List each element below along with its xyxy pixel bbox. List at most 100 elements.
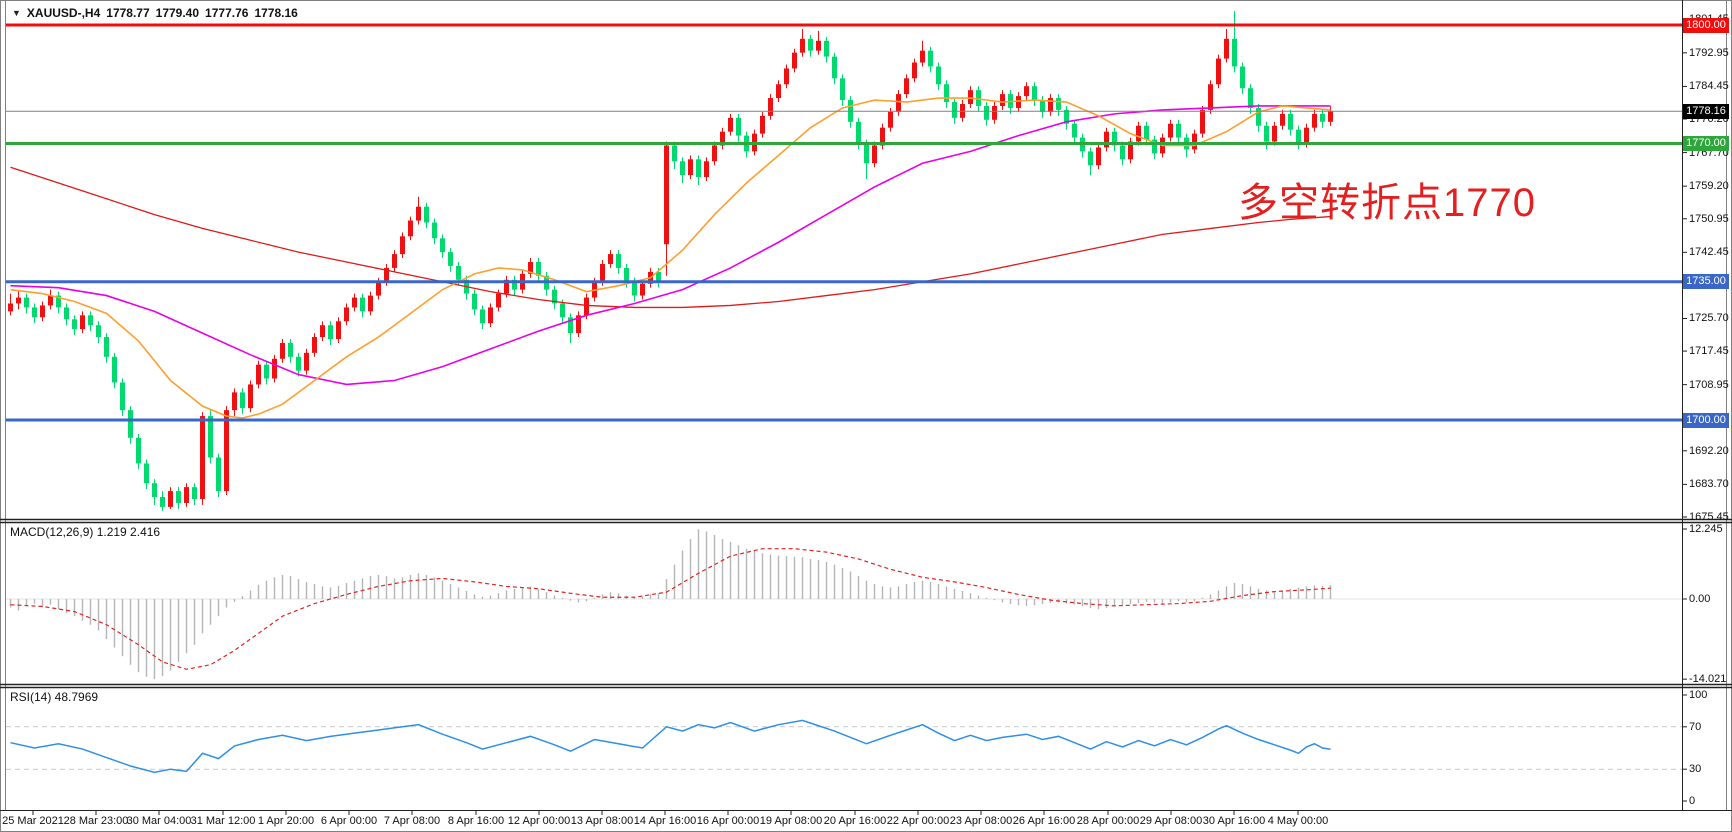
candle-body bbox=[1016, 96, 1021, 108]
time-label: 16 Apr 00:00 bbox=[696, 815, 760, 827]
candle-body bbox=[1000, 94, 1005, 106]
macd-label: MACD(12,26,9) 1.219 2.416 bbox=[10, 525, 161, 539]
time-label: 28 Mar 23:00 bbox=[63, 815, 129, 827]
candle-body bbox=[880, 127, 885, 146]
candle-body bbox=[360, 297, 365, 312]
candle-body bbox=[936, 66, 941, 85]
candle-body bbox=[968, 90, 973, 104]
candle-body bbox=[40, 305, 45, 318]
rsi-tick: 100 bbox=[1689, 689, 1708, 701]
candle-body bbox=[160, 497, 165, 507]
candle-body bbox=[1136, 125, 1141, 142]
chevron-down-icon[interactable]: ▼ bbox=[12, 8, 21, 18]
candle-body bbox=[560, 303, 565, 318]
candle-body bbox=[712, 145, 717, 162]
candle-body bbox=[808, 38, 813, 51]
candle-body bbox=[1280, 113, 1285, 126]
candle-body bbox=[800, 38, 805, 53]
rsi-tick: 70 bbox=[1689, 720, 1702, 733]
candle-body bbox=[344, 307, 349, 322]
time-label: 7 Apr 08:00 bbox=[383, 815, 441, 827]
candle-body bbox=[608, 254, 613, 264]
time-label: 4 May 00:00 bbox=[1267, 815, 1329, 827]
time-label: 30 Apr 16:00 bbox=[1202, 815, 1266, 827]
candle-body bbox=[24, 297, 29, 308]
candle-body bbox=[864, 143, 869, 164]
candle-body bbox=[264, 364, 269, 379]
candle-body bbox=[400, 236, 405, 255]
candle-body bbox=[280, 342, 285, 359]
time-label: 6 Apr 00:00 bbox=[320, 815, 378, 827]
candle-body bbox=[616, 254, 621, 268]
candle-body bbox=[664, 145, 669, 245]
candle-body bbox=[640, 283, 645, 296]
time-label: 31 Mar 12:00 bbox=[190, 815, 256, 827]
candle-body bbox=[688, 159, 693, 176]
candle-body bbox=[992, 105, 997, 120]
candle-body bbox=[1296, 129, 1301, 144]
price-badge-1770.00: 1770.00 bbox=[1683, 136, 1729, 151]
candle-body bbox=[1056, 98, 1061, 110]
candle-body bbox=[1272, 125, 1277, 142]
candle-body bbox=[152, 483, 157, 498]
candle-body bbox=[912, 62, 917, 79]
candle-body bbox=[1232, 38, 1237, 67]
price-badge-1735.00: 1735.00 bbox=[1683, 274, 1729, 290]
candle-body bbox=[624, 267, 629, 282]
candle-body bbox=[872, 145, 877, 164]
candle-body bbox=[1216, 58, 1221, 85]
candle-body bbox=[1320, 113, 1325, 122]
price-tick: 1742.45 bbox=[1689, 246, 1729, 259]
candle-body bbox=[288, 342, 293, 357]
candle-body bbox=[96, 325, 101, 338]
candle-body bbox=[784, 68, 789, 85]
price-tick: 1708.95 bbox=[1689, 378, 1729, 391]
candle-body bbox=[976, 90, 981, 106]
price-tick: 1759.20 bbox=[1689, 180, 1729, 193]
candle-body bbox=[1096, 147, 1101, 166]
candle-body bbox=[240, 392, 245, 409]
time-label: 20 Apr 16:00 bbox=[823, 815, 887, 827]
price-tick: 1750.95 bbox=[1689, 212, 1729, 225]
candle-body bbox=[56, 295, 61, 308]
candle-body bbox=[352, 297, 357, 308]
candle-body bbox=[256, 364, 261, 385]
candle-body bbox=[80, 315, 85, 330]
annotation-text: 多空转折点1770 bbox=[1238, 181, 1536, 225]
quote-close: 1778.16 bbox=[254, 6, 298, 20]
candle-body bbox=[1120, 145, 1125, 160]
candle-body bbox=[1128, 141, 1133, 160]
candle-body bbox=[176, 491, 181, 503]
time-label: 30 Mar 04:00 bbox=[126, 815, 192, 827]
candle-body bbox=[704, 161, 709, 178]
candle-body bbox=[448, 252, 453, 266]
candle-body bbox=[328, 325, 333, 340]
candle-body bbox=[384, 267, 389, 282]
candle-body bbox=[1048, 98, 1053, 112]
candle-body bbox=[128, 410, 133, 438]
price-tick: 1692.20 bbox=[1689, 444, 1729, 457]
candle-body bbox=[296, 356, 301, 371]
candle-body bbox=[368, 295, 373, 312]
rsi-line bbox=[10, 719, 1331, 774]
candle-body bbox=[88, 315, 93, 326]
candle-body bbox=[104, 337, 109, 357]
candle-body bbox=[32, 307, 37, 318]
candle-body bbox=[720, 131, 725, 146]
price-badge-1800.00: 1800.00 bbox=[1683, 17, 1729, 33]
candle-body bbox=[632, 281, 637, 296]
candle-body bbox=[416, 206, 421, 221]
price-tick: 1784.45 bbox=[1689, 80, 1729, 93]
candle-body bbox=[1112, 131, 1117, 146]
candle-body bbox=[168, 491, 173, 507]
price-badge-1700.00: 1700.00 bbox=[1683, 412, 1729, 428]
symbol-header: ▼ XAUUSD-,H4 1778.77 1779.40 1777.76 177… bbox=[12, 6, 298, 20]
macd-tick: 0.00 bbox=[1689, 593, 1711, 605]
time-label: 28 Apr 00:00 bbox=[1076, 815, 1140, 827]
candle-body bbox=[728, 117, 733, 132]
rsi-tick: 0 bbox=[1689, 795, 1696, 807]
candle-body bbox=[768, 98, 773, 116]
candle-body bbox=[1024, 86, 1029, 97]
ma-slow-line bbox=[10, 166, 1331, 309]
